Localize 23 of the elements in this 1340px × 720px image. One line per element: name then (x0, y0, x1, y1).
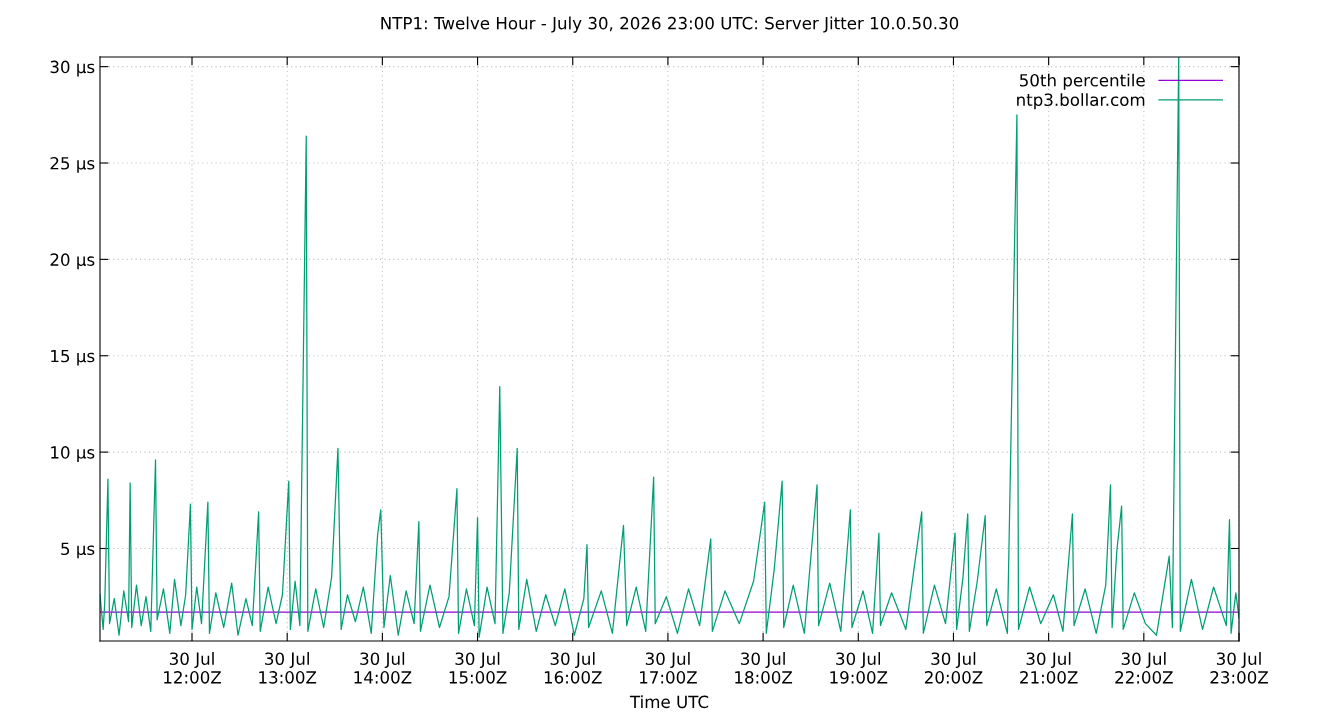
x-tick-label: 30 Jul 14:00Z (354, 652, 412, 684)
x-tick-label: 30 Jul 22:00Z (1115, 652, 1173, 684)
x-tick-label: 30 Jul 20:00Z (924, 652, 983, 684)
x-tick-label: 30 Jul 15:00Z (449, 652, 507, 684)
line-series (100, 57, 1239, 638)
chart-title: NTP1: Twelve Hour - July 30, 2026 23:00 UTC: Server Jitter 10.0.50.30 (381, 16, 959, 33)
y-tick-label: 25 µs (50, 156, 95, 173)
x-tick-label: 30 Jul 16:00Z (544, 652, 602, 684)
x-tick-label: 30 Jul 12:00Z (164, 652, 221, 684)
x-tick-label: 30 Jul 13:00Z (259, 652, 317, 684)
x-tick-label: 30 Jul 18:00Z (735, 652, 793, 684)
x-tick-label: 30 Jul 21:00Z (1020, 652, 1078, 684)
y-tick-label: 10 µs (51, 446, 95, 462)
y-tick-label: 5 µs (61, 542, 95, 559)
y-tick-label: 20 µs (50, 253, 95, 270)
x-tick-label: 30 Jul 17:00Z (640, 652, 697, 684)
y-tick-label: 15 µs (51, 349, 95, 366)
legend-label: ntp3.bollar.com (1017, 93, 1145, 110)
y-tick-label: 30 µs (50, 60, 95, 77)
x-tick-label: 30 Jul 23:00Z (1210, 652, 1268, 684)
legend-label: 50th percentile (1020, 73, 1145, 90)
x-tick-label: 30 Jul 19:00Z (830, 652, 888, 684)
x-axis-title: Time UTC (629, 695, 709, 709)
